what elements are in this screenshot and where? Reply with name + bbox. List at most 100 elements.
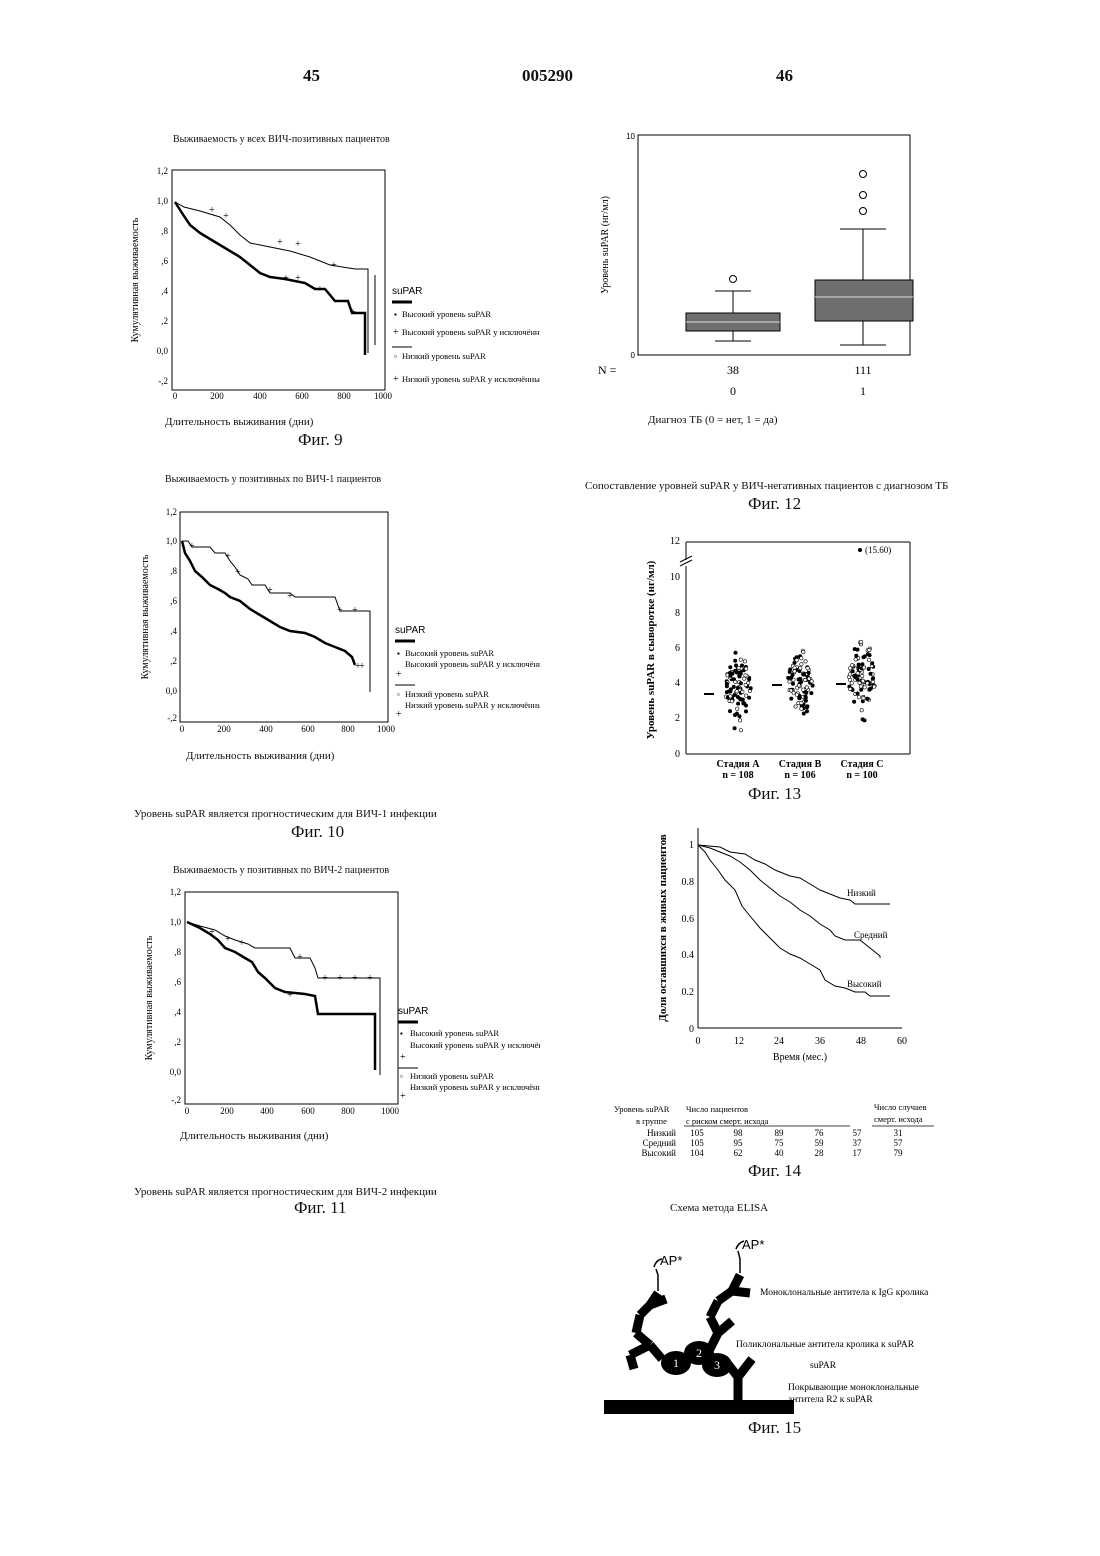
- fig12-note: Сопоставление уровней suPAR у ВИЧ-негати…: [585, 480, 948, 492]
- svg-text:▪: ▪: [397, 649, 400, 658]
- fig12-chart: 10 0 Уровень suPAR (нг/мл) N = 38 111 0 …: [590, 125, 990, 405]
- fig14-xtick: 12: [734, 1036, 744, 1047]
- fig13-dot: [851, 670, 854, 673]
- fig11-legend-1: Высокий уровень suPAR: [410, 1028, 499, 1038]
- fig12-ytick: 10: [626, 132, 635, 141]
- fig13-dot: [869, 687, 872, 690]
- fig13-caption: Фиг. 13: [748, 784, 801, 804]
- fig13-dot: [856, 692, 859, 695]
- fig13-dot: [795, 659, 798, 662]
- fig10-legend-3: Низкий уровень suPAR: [405, 689, 489, 699]
- fig13-dot: [863, 686, 866, 689]
- fig9-xtick: 400: [253, 391, 267, 401]
- fig13-dot: [739, 729, 742, 732]
- svg-text:+: +: [209, 205, 215, 216]
- fig13-ytick: 8: [675, 608, 680, 619]
- svg-text:▫: ▫: [400, 1072, 403, 1081]
- fig13-ytick: 6: [675, 643, 680, 654]
- fig14-ytick: 0.2: [682, 987, 695, 998]
- fig15-label-5: антитела R2 к suPAR: [788, 1395, 873, 1405]
- fig13-dot: [810, 691, 813, 694]
- fig13-group-c-n: n = 100: [846, 770, 877, 781]
- fig13-dot: [849, 687, 852, 690]
- svg-text:+: +: [322, 973, 328, 984]
- fig13-dot: [806, 705, 809, 708]
- fig13-group-b-n: n = 106: [784, 770, 815, 781]
- fig10-chart: 1,2 1,0 ,8 ,6 ,4 ,2 0,0 -,2 0 200 400 60…: [130, 497, 540, 762]
- fig13-ylabel: Уровень suPAR в сыворотке (нг/мл): [645, 560, 657, 739]
- fig14-cell: 31: [894, 1128, 903, 1138]
- fig15-label-3: suPAR: [810, 1361, 837, 1371]
- fig11-ylabel: Кумулятивная выживаемость: [144, 935, 155, 1060]
- fig10-ytick: 1,0: [166, 536, 178, 546]
- svg-text:+: +: [396, 709, 402, 720]
- fig10-ytick: ,2: [170, 656, 177, 666]
- fig14-cell: 62: [734, 1148, 743, 1158]
- fig15-ap-right: AP*: [742, 1237, 764, 1252]
- fig13-dot: [735, 690, 738, 693]
- fig10-xtick: 400: [259, 724, 273, 734]
- fig13-chart: 12 10 8 6 4 2 0 Уровень suPAR в сыворотк…: [640, 530, 930, 785]
- fig13-dot: [744, 704, 747, 707]
- fig13-dot: [802, 688, 805, 691]
- fig13-dot: [854, 658, 857, 661]
- svg-text:▪: ▪: [394, 310, 397, 319]
- fig13-dot: [744, 694, 747, 697]
- fig14-cell: 59: [815, 1138, 825, 1148]
- fig13-dot: [790, 697, 793, 700]
- fig11-ytick: 0,0: [170, 1067, 182, 1077]
- fig13-dot: [868, 648, 871, 651]
- svg-text:+: +: [223, 211, 229, 222]
- fig13-dot: [729, 666, 732, 669]
- fig11-ytick: -,2: [171, 1095, 181, 1105]
- fig13-dot: [736, 707, 739, 710]
- svg-text:+: +: [189, 541, 195, 552]
- fig14-row-mid: Средний: [643, 1138, 677, 1148]
- fig13-dot: [852, 700, 855, 703]
- fig13-dot: [850, 682, 853, 685]
- fig14-curve-mid: Средний: [854, 930, 888, 940]
- fig13-dot: [862, 666, 865, 669]
- fig13-dot: [741, 690, 744, 693]
- svg-text:+: +: [283, 273, 289, 284]
- fig10-note: Уровень suPAR является прогностическим д…: [134, 808, 437, 820]
- svg-text:+: +: [295, 273, 301, 284]
- fig13-dot: [737, 666, 740, 669]
- svg-text:+: +: [225, 551, 231, 562]
- fig10-legend-4: Низкий уровень suPAR у исключённых: [405, 700, 540, 710]
- svg-text:▪: ▪: [400, 1029, 403, 1038]
- fig14-xtick: 24: [774, 1036, 784, 1047]
- fig9-legend-1: Высокий уровень suPAR: [402, 309, 491, 319]
- fig13-group-a: Стадия A: [716, 759, 760, 770]
- fig13-dot: [729, 688, 732, 691]
- svg-text:+: +: [393, 374, 399, 385]
- fig11-ytick: ,8: [174, 947, 181, 957]
- fig9-ytick: ,2: [161, 316, 168, 326]
- fig10-legend-2: Высокий уровень suPAR у исключённых: [405, 659, 540, 669]
- fig15-caption: Фиг. 15: [748, 1418, 801, 1438]
- fig13-dot: [800, 663, 803, 666]
- fig10-xtick: 800: [341, 724, 355, 734]
- fig13-dot: [744, 683, 747, 686]
- fig9-legend-3: Низкий уровень suPAR: [402, 351, 486, 361]
- svg-text:+: +: [359, 661, 365, 672]
- fig14-ytick: 0.6: [682, 914, 695, 925]
- fig13-dot: [739, 698, 742, 701]
- fig13-dot: [860, 688, 863, 691]
- svg-text:+: +: [400, 1091, 406, 1102]
- fig11-note: Уровень suPAR является прогностическим д…: [134, 1186, 437, 1198]
- fig13-dot: [867, 658, 870, 661]
- fig13-dot: [856, 672, 859, 675]
- fig14-ytick: 1: [689, 840, 694, 851]
- fig11-title: Выживаемость у позитивных по ВИЧ-2 пацие…: [173, 865, 389, 876]
- fig13-dot: [800, 657, 803, 660]
- fig15-ap-left: AP*: [660, 1253, 682, 1268]
- fig13-dot: [787, 676, 790, 679]
- fig12-n0: 38: [727, 363, 739, 377]
- fig11-ytick: ,2: [174, 1037, 181, 1047]
- fig10-legend-title: suPAR: [395, 625, 425, 636]
- fig14-table-h3b: смерт. исхода: [874, 1114, 923, 1124]
- fig13-dot: [869, 672, 872, 675]
- fig13-dot: [799, 677, 802, 680]
- fig13-dot: [855, 654, 858, 657]
